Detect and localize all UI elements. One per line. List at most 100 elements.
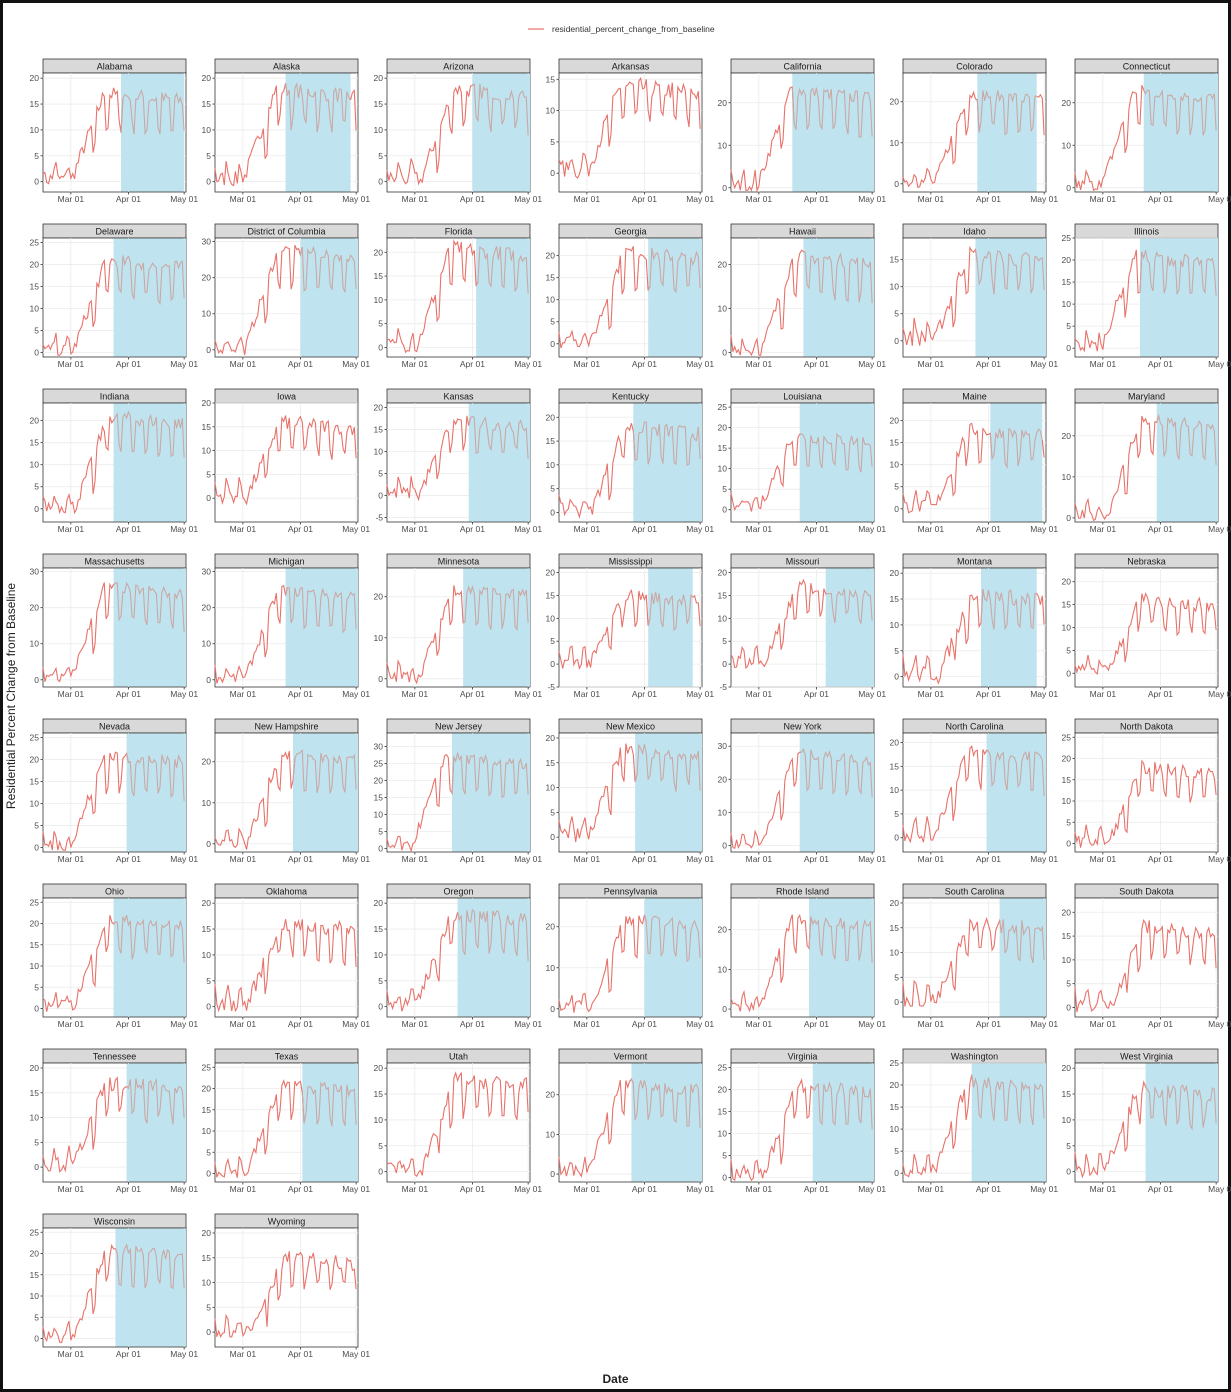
x-tick-label: May 01 <box>1030 854 1058 864</box>
x-tick-label: Mar 01 <box>402 524 429 534</box>
x-tick-label: Apr 01 <box>288 1184 313 1194</box>
y-tick-label: 0 <box>1066 183 1071 193</box>
series-line <box>214 244 303 356</box>
y-tick-label: 0 <box>34 504 39 514</box>
series-line <box>42 1243 118 1344</box>
y-tick-label: 10 <box>30 1291 40 1301</box>
y-tick-label: 0 <box>550 659 555 669</box>
legend: residential_percent_change_from_baseline <box>528 24 715 34</box>
y-tick-label: 0 <box>550 168 555 178</box>
y-tick-label: 0 <box>34 843 39 853</box>
panel-idaho: Idaho 0 5 10 15 Mar 01 Apr 01 May 01 <box>890 223 1058 369</box>
shaded-period <box>121 73 185 192</box>
y-tick-label: 0 <box>206 1169 211 1179</box>
y-tick-label: 20 <box>202 603 212 613</box>
series-line-shaded <box>299 245 357 293</box>
panel-title: Kansas <box>443 392 474 402</box>
x-tick-label: May 01 <box>1208 1019 1231 1029</box>
y-tick-label: 5 <box>894 482 899 492</box>
y-tick-label: 0 <box>722 1173 727 1183</box>
series-line-shaded <box>808 916 873 963</box>
y-tick-label: 0 <box>1066 513 1071 523</box>
y-tick-label: 5 <box>34 482 39 492</box>
y-tick-label: 20 <box>890 568 900 578</box>
y-tick-label: 10 <box>546 963 556 973</box>
y-tick-label: 10 <box>546 613 556 623</box>
shaded-period <box>648 568 693 687</box>
y-tick-label: 15 <box>30 1088 40 1098</box>
y-tick-label: 20 <box>718 774 728 784</box>
y-tick-label: 20 <box>718 259 728 269</box>
shaded-period <box>644 898 702 1017</box>
x-tick-label: Apr 01 <box>1148 854 1173 864</box>
y-tick-label: 5 <box>722 636 727 646</box>
x-tick-label: Apr 01 <box>288 1349 313 1359</box>
x-tick-label: Mar 01 <box>230 1184 257 1194</box>
y-tick-label: 10 <box>374 446 384 456</box>
shaded-period <box>803 238 874 357</box>
panel-title: Vermont <box>614 1052 648 1062</box>
series-line <box>386 585 466 685</box>
panel-wisconsin: Wisconsin 0 5 10 15 20 25 Mar 01 Apr 01 May 01 <box>30 1213 198 1359</box>
x-tick-label: Mar 01 <box>918 524 945 534</box>
panel-title: Wyoming <box>268 1217 305 1227</box>
x-tick-label: Mar 01 <box>746 359 773 369</box>
panel-arizona: Arizona 0 5 10 15 20 Mar 01 Apr 01 May 01 <box>374 58 542 204</box>
x-tick-label: Apr 01 <box>976 854 1001 864</box>
series-line <box>1074 592 1217 676</box>
y-tick-label: 5 <box>1066 979 1071 989</box>
y-tick-label: 20 <box>30 259 40 269</box>
panel-title: Alaska <box>273 62 300 72</box>
shaded-period <box>113 403 186 522</box>
y-tick-label: 10 <box>546 295 556 305</box>
series-line <box>1074 415 1160 522</box>
y-tick-label: 0 <box>550 832 555 842</box>
y-tick-label: 20 <box>890 1080 900 1090</box>
shaded-period <box>302 1063 358 1182</box>
series-line-shaded <box>799 747 873 798</box>
y-tick-label: 5 <box>378 151 383 161</box>
y-tick-label: 10 <box>890 1124 900 1134</box>
y-tick-label: 15 <box>374 271 384 281</box>
panel-title: Georgia <box>614 227 646 237</box>
x-tick-label: May 01 <box>1030 689 1058 699</box>
series-line-shaded <box>634 743 701 792</box>
x-tick-label: Mar 01 <box>574 1184 601 1194</box>
y-tick-label: 5 <box>34 982 39 992</box>
x-tick-label: Apr 01 <box>288 524 313 534</box>
series-line <box>1041 440 1045 458</box>
y-tick-label: 5 <box>378 319 383 329</box>
panel-plot-area <box>386 1062 531 1183</box>
panel-title: Virginia <box>788 1052 818 1062</box>
x-tick-label: Apr 01 <box>116 194 141 204</box>
y-tick-label: 5 <box>894 646 899 656</box>
y-tick-label: 20 <box>1062 431 1072 441</box>
series-line <box>214 83 288 187</box>
x-tick-label: Mar 01 <box>58 194 85 204</box>
x-tick-label: May 01 <box>342 1019 370 1029</box>
panel-title: New Hampshire <box>254 722 318 732</box>
y-tick-label: 15 <box>202 1105 212 1115</box>
y-tick-label: 5 <box>550 807 555 817</box>
x-tick-label: Mar 01 <box>58 689 85 699</box>
panel-new-york: New York 0 10 20 30 Mar 01 Apr 01 May 01 <box>718 718 886 864</box>
y-tick-label: 10 <box>202 1126 212 1136</box>
x-tick-label: Apr 01 <box>632 524 657 534</box>
y-tick-label: 10 <box>1062 1115 1072 1125</box>
series-line-shaded <box>468 415 529 460</box>
y-tick-label: 20 <box>546 733 556 743</box>
series-line <box>902 916 1002 1007</box>
panel-title: Nevada <box>99 722 130 732</box>
y-tick-label: 5 <box>378 469 383 479</box>
panel-title: Maryland <box>1128 392 1165 402</box>
panel-title: Indiana <box>100 392 130 402</box>
x-tick-label: May 01 <box>342 1184 370 1194</box>
y-tick-label: 10 <box>546 460 556 470</box>
series-line-shaded <box>1145 1083 1217 1131</box>
panel-title: Washington <box>951 1052 998 1062</box>
panel-plot-area <box>1074 897 1219 1018</box>
panel-title: Kentucky <box>612 392 650 402</box>
y-tick-label: 10 <box>374 950 384 960</box>
series-line <box>214 584 288 684</box>
y-tick-label: 10 <box>890 138 900 148</box>
